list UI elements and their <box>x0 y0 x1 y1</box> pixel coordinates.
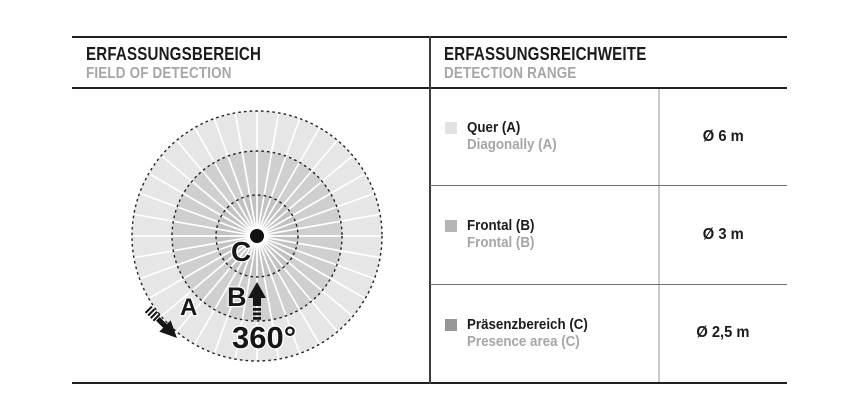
right-panel-header: ERFASSUNGSREICHWEITE DETECTION RANGE <box>444 44 647 83</box>
row-label-stack: Präsenzbereich (C) Presence area (C) <box>467 316 588 351</box>
sector-spoke <box>256 112 280 237</box>
left-panel-subtitle: FIELD OF DETECTION <box>86 65 232 82</box>
detection-field-diagram: A B C 360° <box>125 104 389 368</box>
row-label-en: Diagonally (A) <box>467 137 557 154</box>
sensor-center-dot <box>250 229 264 243</box>
sector-spoke <box>256 235 381 259</box>
sector-spoke <box>148 172 258 237</box>
swatch-frontal-icon <box>445 220 457 233</box>
sector-spoke <box>256 235 375 280</box>
sector-spoke <box>160 154 258 237</box>
sector-spoke <box>234 112 258 237</box>
value-column-divider <box>658 89 660 382</box>
row-label-stack: Frontal (B) Frontal (B) <box>467 217 534 252</box>
row-value-cell: Ø 6 m <box>659 128 787 146</box>
row-label-en: Presence area (C) <box>467 333 580 350</box>
sector-spoke <box>213 118 258 237</box>
sector-spoke <box>193 235 258 345</box>
sector-spoke <box>256 235 321 345</box>
row-label-de: Präsenzbereich (C) <box>467 316 588 333</box>
zone-label-a: A <box>180 294 197 321</box>
row-label-de: Quer (A) <box>467 120 521 137</box>
zone-label-c: C <box>231 236 251 267</box>
ring-outline-C <box>215 194 299 278</box>
sector-spoke <box>256 235 339 333</box>
range-value: Ø 6 m <box>702 127 744 145</box>
row-label-cell: Frontal (B) Frontal (B) <box>430 217 659 252</box>
sector-spoke <box>256 235 280 360</box>
sector-spoke <box>213 235 258 354</box>
ring-outlines <box>131 110 383 362</box>
ring-outline-A <box>131 110 383 362</box>
sector-spoke <box>256 235 301 354</box>
sector-spokes <box>132 111 382 361</box>
sector-spoke <box>256 118 301 237</box>
sector-spoke <box>234 235 258 360</box>
sector-spoke <box>175 235 258 333</box>
sector-spoke <box>160 235 258 318</box>
right-panel-subtitle: DETECTION RANGE <box>444 65 577 82</box>
row-label-stack: Quer (A) Diagonally (A) <box>467 119 557 154</box>
swatch-praesenz-icon <box>445 318 457 331</box>
right-panel-title: ERFASSUNGSREICHWEITE <box>444 44 647 64</box>
sector-spoke <box>256 235 354 318</box>
detection-diagram-svg: A B C 360° <box>131 110 383 362</box>
range-value: Ø 2,5 m <box>696 324 750 342</box>
table-row-frontal: Frontal (B) Frontal (B) Ø 3 m <box>430 185 787 283</box>
swatch-quer-icon <box>445 122 457 135</box>
left-panel-header: ERFASSUNGSBEREICH FIELD OF DETECTION <box>86 44 262 83</box>
table-row-quer: Quer (A) Diagonally (A) Ø 6 m <box>430 88 787 185</box>
left-panel-title: ERFASSUNGSBEREICH <box>86 44 262 64</box>
row-label-de: Frontal (B) <box>467 218 535 235</box>
sector-spoke <box>133 213 258 237</box>
row-label-cell: Präsenzbereich (C) Presence area (C) <box>430 316 659 351</box>
sector-spoke <box>256 213 381 237</box>
row-value-cell: Ø 3 m <box>659 226 787 244</box>
ring-outline-B <box>171 150 343 322</box>
sector-spoke <box>256 154 354 237</box>
sector-spoke <box>256 172 366 237</box>
sector-spoke <box>193 127 258 237</box>
sector-spoke <box>256 192 375 237</box>
row-label-en: Frontal (B) <box>467 235 535 252</box>
diagonal-direction-arrow-icon <box>144 305 177 338</box>
frontal-direction-arrow-icon <box>248 282 266 320</box>
sector-spoke <box>256 139 339 237</box>
sector-spoke <box>175 139 258 237</box>
angle-360-label: 360° <box>232 320 296 355</box>
zone-label-b: B <box>227 282 247 312</box>
sector-spoke <box>133 235 258 259</box>
sector-spoke <box>139 192 258 237</box>
sector-spoke <box>256 235 366 300</box>
table-row-praesenz: Präsenzbereich (C) Presence area (C) Ø 2… <box>430 283 787 382</box>
row-value-cell: Ø 2,5 m <box>659 324 787 342</box>
sector-spoke <box>256 127 321 237</box>
detection-range-table: Quer (A) Diagonally (A) Ø 6 m Frontal (B… <box>430 88 787 382</box>
section-divider <box>429 36 431 384</box>
sector-spoke <box>148 235 258 300</box>
sector-spoke <box>139 235 258 280</box>
row-label-cell: Quer (A) Diagonally (A) <box>430 119 659 154</box>
range-value: Ø 3 m <box>702 225 744 243</box>
